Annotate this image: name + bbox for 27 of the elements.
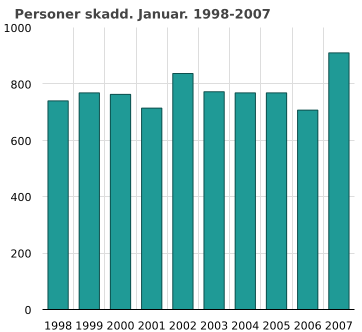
bar [110,94,132,310]
x-tick-label: 2001 [138,320,166,332]
x-tick-label: 2005 [262,320,291,332]
bar [172,72,194,310]
x-tick-label: 2002 [168,320,197,332]
x-tick-label: 2004 [231,320,260,332]
x-tick-label: 2003 [200,320,228,332]
bar [141,108,162,310]
x-tick-label: 2000 [106,320,135,332]
y-tick-label: 1000 [4,22,32,35]
y-tick-label: 200 [10,248,32,261]
y-tick-label: 400 [10,191,32,204]
x-tick-label: 1998 [44,320,72,332]
chart-title: Personer skadd. Januar. 1998-2007 [14,8,271,22]
bar [266,92,288,310]
y-tick-label: 800 [10,78,32,92]
bar [47,100,69,310]
x-tick-label: 2006 [294,320,322,332]
y-tick-label: 600 [10,134,32,148]
bar [234,92,256,310]
bar [328,52,350,310]
bar [297,110,318,310]
x-tick-label: 2007 [324,320,353,332]
bar [78,92,100,310]
bar [203,91,225,310]
x-tick-label: 1999 [75,320,104,332]
y-tick-label: 0 [24,304,32,317]
